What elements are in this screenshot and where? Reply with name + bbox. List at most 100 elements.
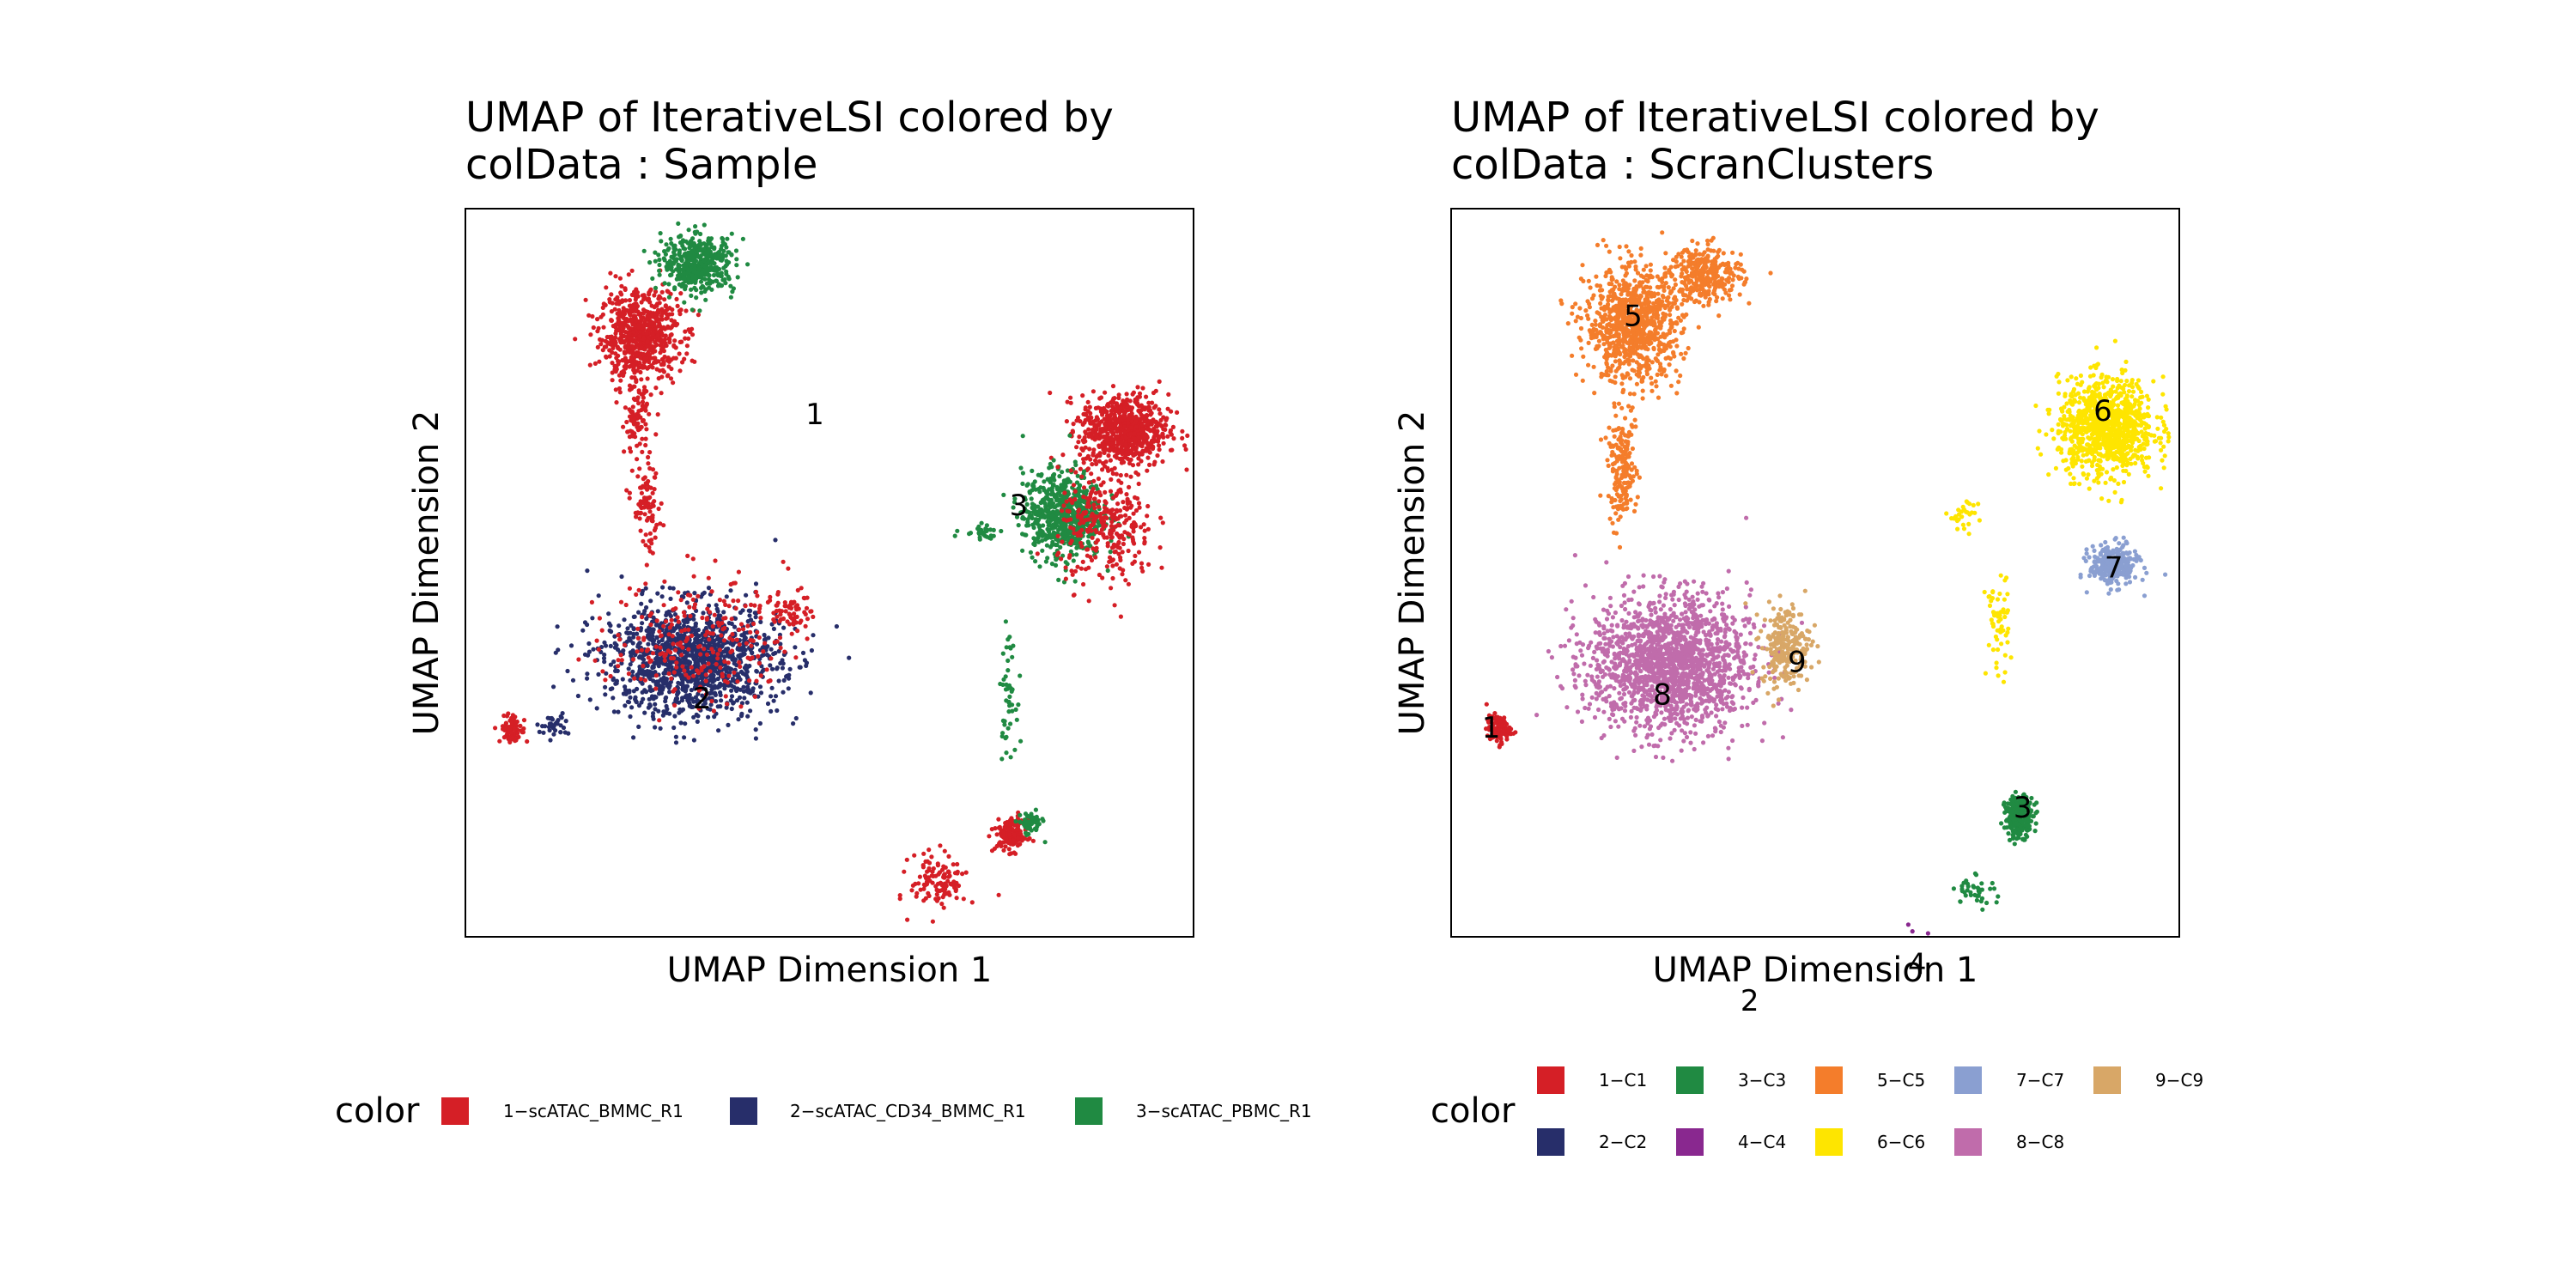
- scatter-point: [711, 272, 717, 278]
- scatter-point: [714, 256, 720, 261]
- scatter-point: [1112, 603, 1117, 608]
- scatter-point: [1045, 556, 1050, 561]
- scatter-point: [720, 236, 726, 241]
- scatter-point: [570, 677, 576, 683]
- scatter-point: [591, 325, 596, 331]
- scatter-point: [778, 660, 783, 666]
- scatter-point: [955, 528, 960, 533]
- scatter-point: [1110, 507, 1115, 513]
- scatter-point: [1016, 835, 1021, 841]
- scatter-point: [1093, 540, 1099, 545]
- scatter-point: [703, 633, 708, 638]
- scatter-point: [1150, 400, 1155, 405]
- scatter-point: [1014, 717, 1019, 722]
- scatter-point: [1079, 527, 1084, 532]
- scatter-point: [1066, 508, 1072, 514]
- scatter-point: [637, 334, 642, 339]
- scatter-point: [622, 321, 627, 327]
- scatter-point: [1001, 830, 1006, 835]
- scatter-point: [629, 705, 635, 710]
- scatter-point: [647, 544, 652, 550]
- point-cluster: [641, 221, 750, 313]
- scatter-point: [1061, 517, 1066, 522]
- scatter-point: [676, 590, 681, 595]
- scatter-point: [647, 411, 652, 416]
- scatter-point: [1000, 651, 1005, 656]
- scatter-point: [1081, 485, 1087, 490]
- scatter-point: [776, 678, 781, 683]
- scatter-point: [650, 651, 656, 656]
- scatter-point: [1094, 454, 1099, 459]
- scatter-point: [628, 449, 634, 454]
- point-cluster: [621, 377, 660, 462]
- scatter-point: [669, 318, 674, 323]
- scatter-point: [609, 309, 615, 314]
- scatter-point: [1102, 535, 1107, 540]
- scatter-point: [716, 249, 722, 255]
- scatter-point: [1086, 541, 1091, 546]
- scatter-point: [694, 288, 699, 293]
- scatter-point: [1035, 531, 1040, 536]
- scatter-point: [664, 316, 669, 321]
- scatter-point: [1076, 440, 1081, 445]
- scatter-point: [647, 348, 653, 353]
- scatter-point: [769, 708, 774, 714]
- scatter-point: [653, 289, 659, 295]
- scatter-point: [1103, 501, 1109, 506]
- scatter-point: [1086, 480, 1091, 485]
- scatter-point: [1112, 412, 1117, 417]
- scatter-point: [650, 276, 655, 281]
- scatter-point: [734, 263, 739, 268]
- scatter-point: [671, 355, 677, 361]
- scatter-point: [1124, 492, 1129, 497]
- scatter-point: [706, 661, 711, 666]
- scatter-point: [771, 611, 776, 616]
- scatter-point: [510, 713, 516, 718]
- scatter-point: [604, 355, 609, 360]
- scatter-point: [631, 302, 636, 307]
- scatter-point: [690, 556, 696, 562]
- scatter-point: [639, 505, 644, 511]
- scatter-point: [787, 622, 793, 627]
- scatter-point: [1126, 548, 1131, 554]
- scatter-point: [726, 673, 732, 678]
- scatter-point: [847, 655, 852, 660]
- scatter-point: [667, 339, 672, 345]
- scatter-point: [627, 364, 632, 369]
- scatter-point: [1027, 513, 1032, 519]
- scatter-point: [640, 615, 645, 620]
- scatter-point: [595, 344, 600, 349]
- scatter-point: [1141, 522, 1146, 527]
- scatter-point: [649, 541, 654, 546]
- scatter-point: [729, 706, 734, 712]
- scatter-point: [724, 258, 729, 264]
- scatter-point: [660, 651, 665, 656]
- scatter-point: [1103, 508, 1108, 513]
- scatter-point: [675, 692, 680, 697]
- scatter-point: [617, 318, 622, 323]
- scatter-point: [641, 248, 647, 253]
- scatter-point: [1005, 726, 1011, 731]
- scatter-point: [541, 730, 546, 735]
- scatter-point: [1091, 447, 1097, 453]
- scatter-point: [635, 511, 641, 516]
- scatter-point: [643, 586, 648, 591]
- scatter-point: [656, 708, 661, 714]
- scatter-point: [1006, 847, 1012, 852]
- scatter-point: [724, 669, 729, 674]
- scatter-point: [642, 677, 648, 683]
- scatter-point: [666, 295, 672, 300]
- scatter-point: [627, 690, 632, 695]
- scatter-point: [1042, 496, 1047, 502]
- scatter-point: [1019, 838, 1024, 843]
- scatter-point: [747, 678, 752, 683]
- scatter-point: [1083, 511, 1088, 516]
- scatter-point: [636, 401, 641, 406]
- scatter-point: [720, 277, 726, 283]
- scatter-point: [666, 246, 671, 251]
- scatter-point: [1078, 489, 1083, 494]
- scatter-point: [643, 543, 648, 548]
- scatter-point: [1103, 489, 1108, 495]
- scatter-point: [778, 645, 783, 651]
- scatter-point: [1131, 529, 1136, 534]
